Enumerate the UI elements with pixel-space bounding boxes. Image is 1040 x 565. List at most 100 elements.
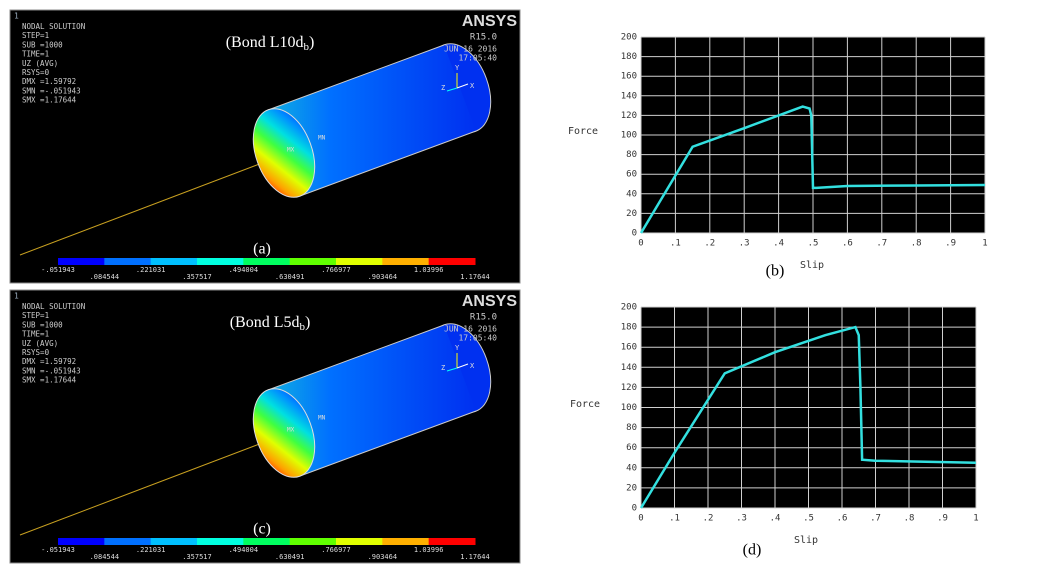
info-line: SMN =-.051943 [22, 366, 81, 375]
x-tick-label: 1 [982, 239, 987, 249]
colorbar-segment [382, 538, 429, 545]
colorbar-segment [197, 538, 244, 545]
colorbar-segment [151, 258, 198, 265]
version: R15.0 [470, 313, 497, 323]
brand: ANSYS [462, 293, 517, 310]
time: 17:05:40 [458, 334, 497, 343]
x-tick-label: .1 [670, 239, 681, 249]
colorbar-segment [58, 258, 105, 265]
x-axis-label: Slip [794, 535, 818, 546]
y-axis-label: Force [568, 126, 598, 137]
info-line: TIME=1 [22, 330, 49, 339]
contour-label: .494004 [229, 546, 259, 554]
y-tick-label: 20 [626, 209, 637, 219]
y-tick-label: 80 [626, 423, 637, 433]
x-tick-label: .9 [937, 514, 948, 524]
info-line: RSYS=0 [22, 348, 50, 357]
contour-label: .221031 [136, 546, 166, 554]
x-tick-label: .7 [870, 514, 881, 524]
contour-label: .630491 [275, 273, 305, 281]
x-tick-label: .6 [842, 239, 853, 249]
y-axis-label: Force [570, 399, 600, 410]
colorbar-segment [290, 538, 337, 545]
heading: (Bond L10db) [226, 34, 315, 53]
x-tick-label: .3 [736, 514, 747, 524]
contour-label: .630491 [275, 553, 305, 561]
contour-label: .357517 [182, 273, 212, 281]
x-tick-label: 0 [638, 514, 643, 524]
colorbar-segment [243, 538, 290, 545]
y-tick-label: 200 [621, 303, 637, 313]
x-tick-label: 1 [973, 514, 978, 524]
max-tag: MX [287, 147, 295, 154]
x-tick-label: .3 [739, 239, 750, 249]
contour-label: 1.17644 [460, 273, 490, 281]
window-number: 1 [14, 12, 19, 21]
colorbar-segment [429, 258, 476, 265]
colorbar-segment [104, 538, 151, 545]
contour-label: .494004 [229, 266, 259, 274]
y-tick-label: 200 [621, 33, 637, 43]
contour-label: .766977 [321, 266, 351, 274]
info-line: NODAL SOLUTION [22, 302, 85, 311]
info-line: DMX =1.59792 [22, 357, 76, 366]
x-tick-label: .1 [669, 514, 680, 524]
x-tick-label: 0 [638, 239, 643, 249]
y-tick-label: 120 [621, 111, 637, 121]
axis-name: Z [441, 364, 445, 372]
x-tick-label: .2 [703, 514, 714, 524]
x-tick-label: .8 [911, 239, 922, 249]
y-tick-label: 20 [626, 483, 637, 493]
colorbar-segment [290, 258, 337, 265]
y-tick-label: 40 [626, 463, 637, 473]
y-tick-label: 40 [626, 189, 637, 199]
contour-label: -.051943 [41, 266, 75, 274]
chart: 0204060801001201401601802000.1.2.3.4.5.6… [568, 33, 988, 280]
colorbar-segment [429, 538, 476, 545]
y-tick-label: 60 [626, 170, 637, 180]
heading-text: (Bond L10d [226, 34, 304, 51]
x-tick-label: .4 [773, 239, 784, 249]
x-tick-label: .4 [770, 514, 781, 524]
panel-caption: (a) [253, 241, 271, 258]
contour-label: 1.03996 [414, 266, 444, 274]
y-tick-label: 100 [621, 403, 637, 413]
colorbar-segment [104, 258, 151, 265]
colorbar-segment [197, 258, 244, 265]
min-tag: MN [318, 135, 326, 142]
info-line: RSYS=0 [22, 68, 50, 77]
date: JUN 16 2016 [444, 325, 497, 334]
time: 17:05:40 [458, 54, 497, 63]
y-tick-label: 180 [621, 323, 637, 333]
colorbar-segment [58, 538, 105, 545]
ansys-panel: 1NODAL SOLUTIONSTEP=1SUB =1000TIME=1UZ (… [10, 10, 520, 283]
contour-label: .357517 [182, 553, 212, 561]
x-tick-label: .6 [837, 514, 848, 524]
max-tag: MX [287, 427, 295, 434]
charts: 0204060801001201401601802000.1.2.3.4.5.6… [568, 33, 988, 559]
y-tick-label: 0 [632, 504, 637, 514]
version: R15.0 [470, 33, 497, 43]
info-line: STEP=1 [22, 311, 49, 320]
min-tag: MN [318, 415, 326, 422]
date: JUN 16 2016 [444, 45, 497, 54]
heading-text: (Bond L5d [230, 314, 300, 331]
info-line: SUB =1000 [22, 40, 63, 49]
colorbar-segment [382, 258, 429, 265]
y-tick-label: 140 [621, 363, 637, 373]
panel-caption: (c) [253, 521, 271, 538]
info-line: SUB =1000 [22, 320, 63, 329]
chart-caption: (d) [743, 542, 762, 559]
window-number: 1 [14, 292, 19, 301]
x-tick-label: .5 [803, 514, 814, 524]
info-line: DMX =1.59792 [22, 77, 76, 86]
contour-label: .084544 [90, 273, 120, 281]
y-tick-label: 80 [626, 150, 637, 160]
y-tick-label: 60 [626, 443, 637, 453]
y-tick-label: 180 [621, 52, 637, 62]
heading-end: ) [305, 314, 310, 331]
contour-label: .903464 [368, 553, 398, 561]
info-line: UZ (AVG) [22, 59, 58, 68]
y-tick-label: 0 [632, 229, 637, 239]
